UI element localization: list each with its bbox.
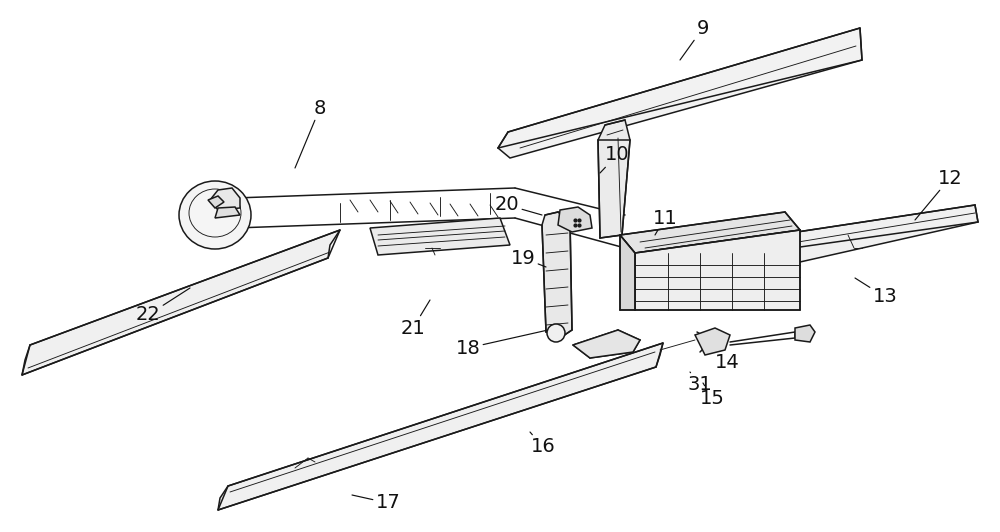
Polygon shape	[635, 230, 800, 310]
Polygon shape	[795, 325, 815, 342]
Polygon shape	[22, 230, 340, 375]
Text: 16: 16	[530, 432, 555, 456]
Polygon shape	[620, 212, 800, 253]
Polygon shape	[542, 212, 572, 338]
Text: 18: 18	[456, 330, 548, 358]
Polygon shape	[598, 120, 630, 238]
Polygon shape	[210, 188, 240, 210]
Polygon shape	[370, 218, 510, 255]
Polygon shape	[215, 207, 240, 218]
Ellipse shape	[179, 181, 251, 249]
Polygon shape	[793, 205, 978, 262]
Text: 31: 31	[688, 372, 712, 395]
Polygon shape	[695, 328, 730, 355]
Polygon shape	[558, 207, 592, 232]
Text: 12: 12	[915, 169, 962, 220]
Polygon shape	[218, 343, 663, 510]
Text: 17: 17	[352, 494, 400, 512]
Text: 20: 20	[495, 195, 542, 215]
Ellipse shape	[547, 324, 565, 342]
Text: 15: 15	[700, 383, 724, 408]
Text: 11: 11	[653, 209, 677, 235]
Text: 14: 14	[715, 348, 739, 371]
Text: 19: 19	[511, 248, 546, 268]
Polygon shape	[620, 235, 635, 310]
Polygon shape	[573, 330, 640, 358]
Text: 21: 21	[401, 300, 430, 337]
Text: 10: 10	[600, 145, 629, 173]
Text: 8: 8	[295, 98, 326, 168]
Polygon shape	[498, 28, 862, 158]
Text: 13: 13	[855, 278, 897, 306]
Polygon shape	[208, 196, 224, 208]
Text: 22: 22	[136, 288, 190, 325]
Text: 9: 9	[680, 19, 709, 60]
